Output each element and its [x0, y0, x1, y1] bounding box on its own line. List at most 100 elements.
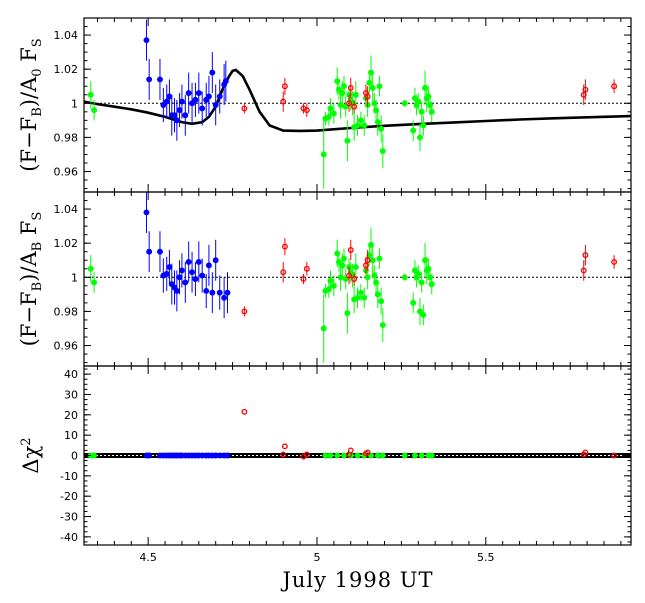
data-point-blue	[189, 269, 195, 276]
data-point-green	[344, 137, 351, 144]
data-point-green	[427, 102, 434, 108]
data-point-green	[425, 93, 432, 100]
data-point-green	[352, 91, 359, 98]
data-point-red	[362, 262, 369, 269]
data-point-green	[325, 286, 332, 293]
data-point-green	[320, 325, 327, 332]
y-tick-label: 1.02	[54, 237, 79, 250]
data-point-red	[364, 257, 371, 264]
data-point-green	[418, 108, 425, 115]
data-point-green	[371, 100, 378, 107]
data-point-red	[241, 408, 248, 415]
data-point-blue	[143, 37, 150, 44]
y-tick-label: 0.98	[54, 305, 79, 318]
data-point-blue	[182, 279, 189, 286]
data-point-blue	[205, 93, 212, 100]
data-point-green	[374, 119, 381, 126]
data-point-green	[344, 310, 351, 317]
data-point-green	[361, 122, 368, 129]
data-point-green	[87, 265, 94, 272]
data-point-green	[366, 252, 373, 259]
y-axis-label: (F−FB)/AB FS	[17, 212, 45, 347]
data-point-blue	[203, 287, 210, 294]
data-point-blue	[185, 90, 192, 97]
model-curve	[84, 68, 631, 133]
data-point-green	[379, 148, 386, 155]
y-tick-label: -20	[60, 490, 78, 503]
data-point-blue	[209, 289, 216, 296]
y-tick-label: 40	[64, 368, 78, 381]
data-point-green	[364, 274, 371, 281]
plot-frame	[83, 191, 632, 367]
data-point-green	[337, 102, 344, 108]
y-tick-label: 0.96	[54, 166, 79, 179]
data-point-blue	[163, 98, 170, 105]
y-tick-label: 1.04	[54, 29, 79, 42]
data-point-green	[418, 279, 425, 286]
data-point-blue	[189, 100, 195, 107]
panel-normalized-flux-ab: 0.96 0.98 1 1.02 1.04 (F−FB)/AB FS	[17, 191, 632, 367]
data-point-red	[582, 86, 589, 93]
data-point-green	[361, 294, 368, 301]
data-point-green	[401, 274, 408, 281]
x-axis-label: July 1998 UT	[280, 568, 433, 592]
data-point-blue	[163, 270, 170, 277]
data-point-blue	[176, 274, 183, 281]
data-point-green	[91, 452, 98, 459]
y-tick-label: 1.02	[54, 63, 79, 76]
y-tick-label: -30	[60, 511, 78, 524]
data-point-green	[366, 79, 373, 86]
data-point-green	[420, 122, 427, 129]
data-point-green	[374, 452, 381, 459]
x-tick-label: 5	[313, 551, 320, 564]
data-point-green	[369, 84, 376, 91]
data-point-green	[422, 84, 428, 91]
data-point-green	[415, 98, 422, 105]
data-point-red	[281, 443, 288, 450]
data-point-blue	[224, 452, 231, 459]
data-point-blue	[173, 287, 180, 294]
data-point-blue	[143, 209, 150, 216]
data-point-green	[335, 86, 342, 93]
data-point-green	[376, 255, 383, 262]
data-point-green	[341, 83, 347, 90]
data-point-blue	[166, 93, 173, 100]
data-point-green	[354, 452, 361, 459]
data-point-green	[87, 91, 94, 98]
data-point-red	[364, 93, 371, 100]
y-tick-label: 10	[64, 429, 78, 442]
data-point-green	[417, 134, 423, 141]
y-tick-label: -40	[60, 531, 78, 544]
data-point-blue	[216, 93, 223, 100]
data-point-blue	[199, 105, 206, 112]
data-point-red	[280, 269, 287, 276]
data-point-red	[346, 100, 353, 107]
data-point-green	[410, 127, 417, 134]
data-point-green	[337, 274, 344, 281]
x-tick-label: 4.5	[139, 551, 157, 564]
data-point-blue	[178, 267, 185, 274]
data-point-green	[425, 265, 432, 272]
data-point-green	[327, 277, 334, 284]
data-point-red	[241, 105, 248, 112]
data-point-red	[582, 252, 589, 259]
data-point-green	[339, 262, 346, 269]
data-point-red	[611, 452, 618, 459]
data-point-green	[369, 257, 376, 264]
data-point-red	[611, 258, 618, 265]
data-point-red	[347, 447, 354, 454]
data-point-red	[611, 83, 618, 90]
data-point-red	[303, 107, 310, 114]
data-point-green	[401, 452, 408, 459]
y-tick-label: 30	[64, 388, 78, 401]
data-point-green	[401, 100, 408, 107]
data-point-blue	[192, 276, 199, 282]
data-point-green	[428, 108, 435, 115]
data-point-green	[411, 95, 418, 102]
data-point-red	[303, 451, 310, 458]
data-point-red	[280, 451, 287, 458]
data-point-red	[364, 449, 371, 456]
y-tick-label: 0.98	[54, 131, 79, 144]
data-point-blue	[222, 78, 229, 85]
